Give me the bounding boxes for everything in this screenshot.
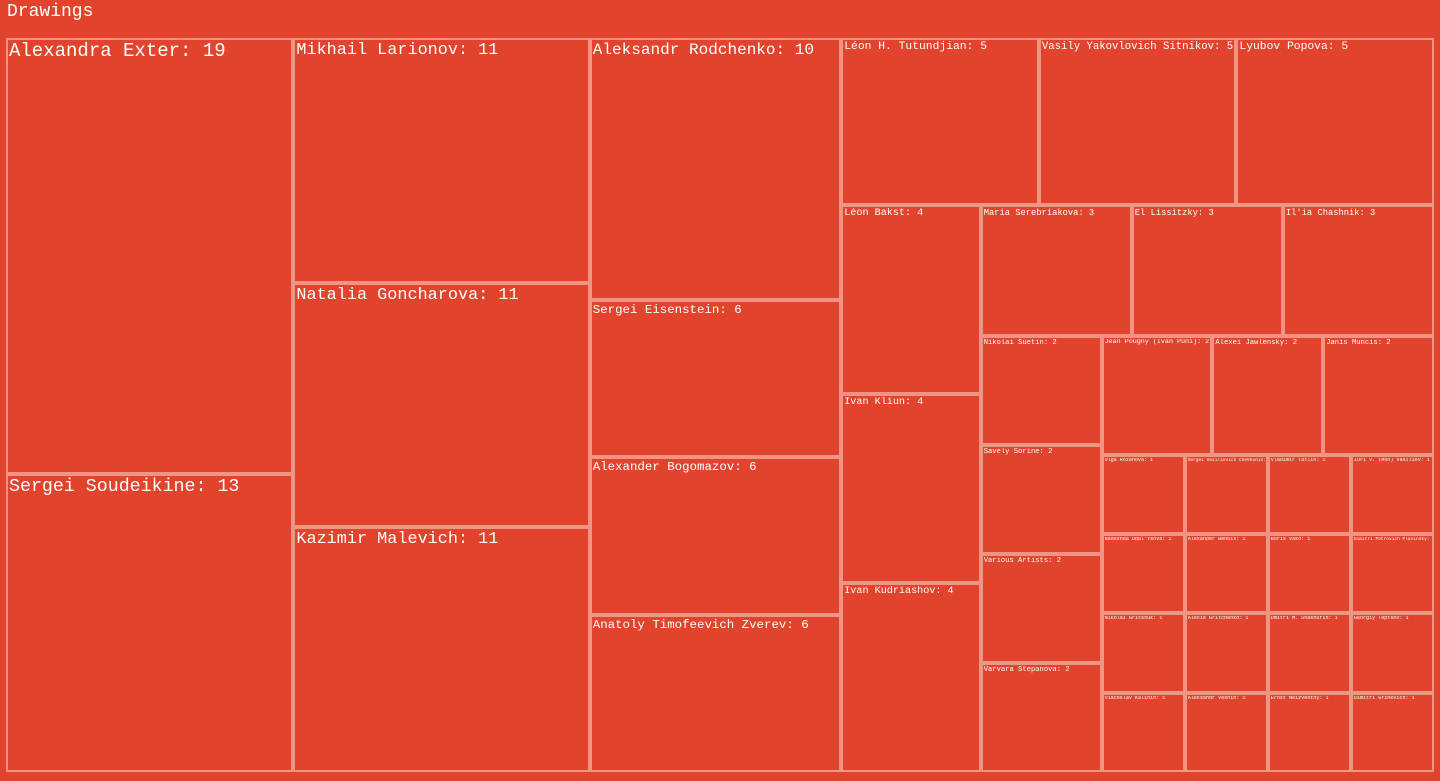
treemap-cell-label: Dmitri M. Shashurin: 1 — [1270, 616, 1338, 622]
treemap-cell-label: Georgiy Teptsov: 1 — [1353, 616, 1409, 622]
treemap-cell-label: Ivan Kudriashov: 4 — [844, 585, 954, 597]
treemap-cell-nikolai-suetin: Nikolai Suetin: 2 — [980, 335, 1102, 445]
treemap-cell-label: Jean Pougny (Ivan Puni): 2 — [1104, 338, 1210, 346]
treemap-cell-alexander-bogomazov: Alexander Bogomazov: 6 — [589, 457, 842, 615]
treemap-cell-lyubov-popova: Lyubov Popova: 5 — [1236, 38, 1434, 205]
treemap-cell-label: Olga Rozanova: 1 — [1104, 457, 1154, 463]
treemap-cell-sergei-vasilievich-chekhonin: Sergei Vasilievich Chekhonin: 1 — [1184, 454, 1268, 534]
treemap-cell-vasily-yakovlovich-sitnikov: Vasily Yakovlovich Sitnikov: 5 — [1038, 38, 1237, 205]
treemap-cell-label: Maria Serebriakova: 3 — [983, 207, 1095, 218]
treemap-cell-el-lissitzky: El Lissitzky: 3 — [1131, 204, 1283, 336]
treemap-cell-maria-serebriakova: Maria Serebriakova: 3 — [980, 204, 1132, 336]
treemap-cell-natalia-goncharova: Natalia Goncharova: 11 — [293, 282, 590, 528]
treemap-cell-label: Lyubov Popova: 5 — [1239, 41, 1349, 53]
treemap-cell-nikolai-gritsouk: Nikolai Gritsouk: 1 — [1101, 613, 1185, 693]
treemap-cell-georgiy-teptsov: Georgiy Teptsov: 1 — [1350, 613, 1434, 693]
treemap-cell-label: Il'ia Chashnik: 3 — [1285, 207, 1376, 218]
treemap-cell-alexis-gritchenko: Alexis Gritchenko: 1 — [1184, 613, 1268, 693]
treemap-cell-dimitri-grinevich: Dimitri Grinevich: 1 — [1350, 692, 1434, 772]
treemap-cell-label: Savely Sorine: 2 — [983, 447, 1053, 456]
treemap-cell-label: Ernst Neizvestny: 1 — [1270, 695, 1329, 701]
treemap-cell-leon-bakst: Léon Bakst: 4 — [841, 204, 981, 394]
treemap-cell-jean-pougny-ivan-puni: Jean Pougny (Ivan Puni): 2 — [1101, 335, 1213, 455]
treemap-cell-label: Nikolai Gritsouk: 1 — [1104, 616, 1163, 622]
treemap-cell-label: Varvara Stepanova: 2 — [983, 665, 1070, 674]
treemap-cell-vladimir-tatlin: Vladimir Tatlin: 1 — [1267, 454, 1351, 534]
treemap-cell-varvara-stepanova: Varvara Stepanova: 2 — [980, 662, 1102, 772]
treemap-cell-label: Nikolai Suetin: 2 — [983, 338, 1057, 347]
treemap-cell-olga-rozanova: Olga Rozanova: 1 — [1101, 454, 1185, 534]
treemap-cell-alexander-benois: Alexander Benois: 1 — [1184, 534, 1268, 614]
treemap-cell-ivan-kudriashov: Ivan Kudriashov: 4 — [841, 582, 981, 772]
treemap-cell-iuri-v-mon-vasiliev: Iuri V. (Mon) Vasiliev: 1 — [1350, 454, 1434, 534]
treemap-cell-label: Aleksandr Rodchenko: 10 — [592, 41, 815, 59]
treemap-cell-label: Dimitri Petrovich Plavinsky: 1 — [1353, 537, 1431, 543]
treemap-cell-label: Léon H. Tutundjian: 5 — [844, 41, 987, 53]
treemap-cell-leon-h-tutundjian: Léon H. Tutundjian: 5 — [841, 38, 1039, 205]
treemap-cell-aleksandr-vesnin: Aleksandr Vesnin: 1 — [1184, 692, 1268, 772]
treemap-cell-label: Sergei Soudeikine: 13 — [9, 476, 240, 497]
treemap-cell-label: Alexander Bogomazov: 6 — [592, 460, 757, 475]
treemap-cell-label: Alexis Gritchenko: 1 — [1187, 616, 1249, 622]
treemap-cell-dimitri-petrovich-plavinsky: Dimitri Petrovich Plavinsky: 1 — [1350, 534, 1434, 614]
treemap-cell-label: Anatoly Timofeevich Zverev: 6 — [592, 617, 809, 632]
treemap-cell-label: Mikhail Larionov: 11 — [296, 41, 499, 60]
treemap-cell-sergei-eisenstein: Sergei Eisenstein: 6 — [589, 300, 842, 458]
treemap-cell-label: Alexander Benois: 1 — [1187, 537, 1246, 543]
treemap-cell-label: Boris Vako: 1 — [1270, 537, 1311, 543]
treemap-cell-savely-sorine: Savely Sorine: 2 — [980, 444, 1102, 554]
treemap-cell-ivan-kliun: Ivan Kliun: 4 — [841, 393, 981, 583]
treemap-cell-dmitri-m-shashurin: Dmitri M. Shashurin: 1 — [1267, 613, 1351, 693]
chart-title: Drawings — [7, 2, 94, 22]
treemap-cell-various-artists: Various Artists: 2 — [980, 553, 1102, 663]
treemap-cell-label: Viaceslav Kalinin: 1 — [1104, 695, 1166, 701]
treemap-cell-boris-vako: Boris Vako: 1 — [1267, 534, 1351, 614]
treemap-cell-label: Ivan Kliun: 4 — [844, 396, 924, 408]
treemap-cell-label: Alexei Jawlensky: 2 — [1215, 338, 1297, 347]
treemap-cell-label: Alexandra Exter: 19 — [9, 41, 226, 62]
treemap-cell-alexei-jawlensky: Alexei Jawlensky: 2 — [1212, 335, 1324, 455]
treemap-cell-label: El Lissitzky: 3 — [1134, 207, 1214, 218]
treemap-cell-label: Léon Bakst: 4 — [844, 207, 924, 219]
treemap-cell-label: Various Artists: 2 — [983, 556, 1062, 565]
treemap-cell-label: Sergei Vasilievich Chekhonin: 1 — [1187, 457, 1265, 463]
treemap-cell-label: Vladimir Tatlin: 1 — [1270, 457, 1326, 463]
treemap-cell-aleksandr-rodchenko: Aleksandr Rodchenko: 10 — [589, 38, 842, 301]
treemap-cell-label: Vasily Yakovlovich Sitnikov: 5 — [1041, 41, 1234, 53]
treemap-cell-label: Dimitri Grinevich: 1 — [1353, 695, 1415, 701]
treemap-cell-janis-muncis: Janis Muncis: 2 — [1323, 335, 1434, 455]
treemap-cell-label: Natalia Goncharova: 11 — [296, 285, 519, 305]
treemap-cell-label: Sergei Eisenstein: 6 — [592, 303, 742, 318]
treemap-cell-anatoly-timofeevich-zverev: Anatoly Timofeevich Zverev: 6 — [589, 614, 842, 772]
treemap-cell-alexandra-exter: Alexandra Exter: 19 — [6, 38, 294, 474]
treemap-cell-label: Janis Muncis: 2 — [1326, 338, 1391, 347]
treemap-cell-viaceslav-kalinin: Viaceslav Kalinin: 1 — [1101, 692, 1185, 772]
treemap-cell-ernst-neizvestny: Ernst Neizvestny: 1 — [1267, 692, 1351, 772]
treemap-cell-nadezhda-udal-tsova: Nadezhda Udal'tsova: 1 — [1101, 534, 1185, 614]
treemap: Alexandra Exter: 19 Sergei Soudeikine: 13… — [6, 38, 1434, 772]
treemap-cell-label: Kazimir Malevich: 11 — [296, 530, 499, 550]
treemap-cell-label: Nadezhda Udal'tsova: 1 — [1104, 537, 1172, 543]
treemap-cell-il-ia-chashnik: Il'ia Chashnik: 3 — [1282, 204, 1434, 336]
treemap-cell-label: Iuri V. (Mon) Vasiliev: 1 — [1353, 457, 1430, 463]
treemap-cell-kazimir-malevich: Kazimir Malevich: 11 — [293, 527, 590, 772]
treemap-cell-sergei-soudeikine: Sergei Soudeikine: 13 — [6, 473, 294, 772]
treemap-cell-label: Aleksandr Vesnin: 1 — [1187, 695, 1246, 701]
treemap-cell-mikhail-larionov: Mikhail Larionov: 11 — [293, 38, 590, 283]
